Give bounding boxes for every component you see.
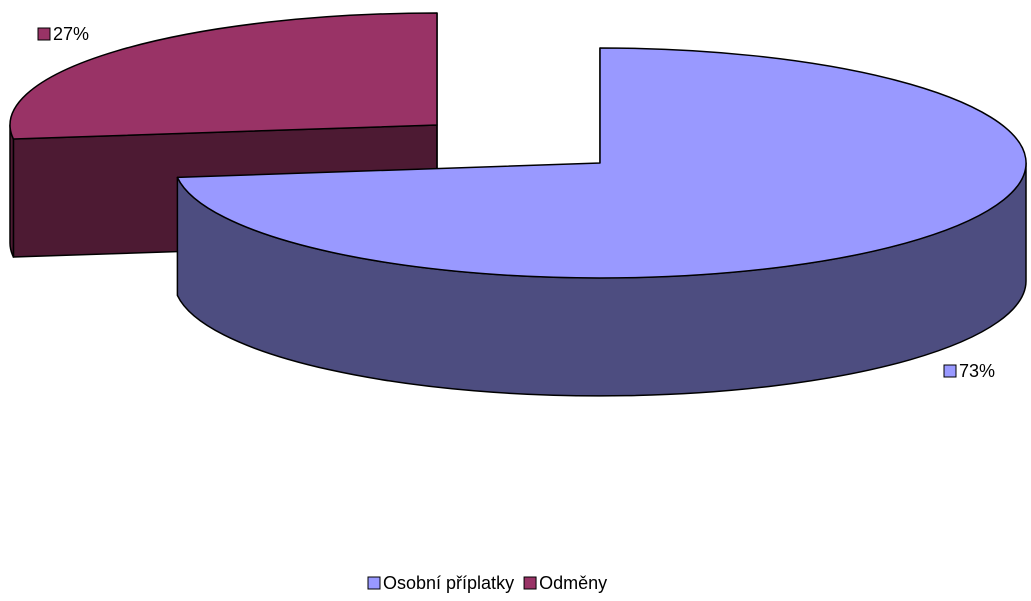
slice-side [9,124,15,258]
slice-top [9,12,438,140]
data-label: 73% [959,361,995,381]
data-label: 27% [53,24,89,44]
legend-key [367,576,381,590]
data-label-key [37,27,51,41]
data-label-key [943,364,957,378]
legend-label: Odměny [539,573,607,593]
legend-key [523,576,537,590]
slice-top [176,47,1027,279]
legend-label: Osobní příplatky [383,573,514,593]
